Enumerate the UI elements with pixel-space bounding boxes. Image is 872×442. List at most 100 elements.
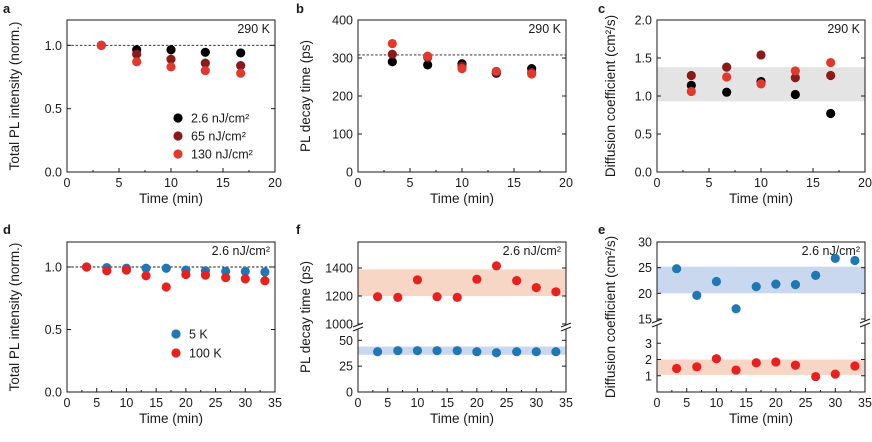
panel-e-point-series1 xyxy=(711,354,722,364)
panel-d-xlabel: Time (min) xyxy=(139,411,203,426)
panel-a-point-series1 xyxy=(200,58,210,68)
panel-c-xtick-label: 0 xyxy=(654,176,661,190)
panel-f-point-series0 xyxy=(551,347,561,357)
panel-d-point-series1 xyxy=(121,265,132,275)
panel-d-point-series1 xyxy=(161,282,171,292)
panel-a-ytick-label: 0.5 xyxy=(45,102,62,116)
panel-b-ytick-label: 300 xyxy=(332,52,353,66)
panel-e-xlabel: Time (min) xyxy=(729,411,793,426)
panel-b-point-series2 xyxy=(527,69,537,79)
panel-a-point-series1 xyxy=(236,61,246,71)
panel-e-axis-break-gap-right xyxy=(859,321,871,325)
panel-b-ytick-label: 100 xyxy=(332,128,353,142)
panel-f-xtick-label: 5 xyxy=(384,396,391,410)
panel-b-xtick-label: 5 xyxy=(407,176,414,190)
panel-d-xtick-label: 35 xyxy=(268,396,282,410)
panel-a-point-series1 xyxy=(132,49,142,59)
panel-e-band-0 xyxy=(657,266,865,294)
panel-f-xtick-label: 0 xyxy=(355,396,362,410)
panel-b-point-series1 xyxy=(387,49,397,59)
panel-d-xtick-label: 0 xyxy=(64,396,71,410)
panel-d-ytick-label: 1.0 xyxy=(45,261,62,275)
panel-b-point-series2 xyxy=(491,66,501,76)
panel-e-ytick-label-upper: 25 xyxy=(638,261,652,275)
panel-f-point-series1 xyxy=(472,274,482,284)
panel-e-point-series1 xyxy=(830,369,840,379)
panel-f-point-series1 xyxy=(491,261,502,271)
panel-f-xtick-label: 20 xyxy=(470,396,484,410)
panel-d-point-series0 xyxy=(260,267,270,277)
panel-e-ytick-label-lower: 3 xyxy=(645,337,652,351)
panel-f-point-series1 xyxy=(551,287,561,297)
panel-e-axis-break-mark-0-1 xyxy=(651,322,663,328)
panel-f-point-series0 xyxy=(472,347,482,357)
panel-b-point-series0 xyxy=(423,60,433,70)
panel-d-point-series1 xyxy=(82,262,92,272)
panel-e-ytick-label-lower: 1 xyxy=(645,369,652,383)
panel-b-letter: b xyxy=(296,1,304,16)
panel-f-point-series0 xyxy=(412,346,423,356)
panel-b-xtick-label: 10 xyxy=(455,176,469,190)
panel-b-ylabel: PL decay time (ps) xyxy=(298,40,313,152)
panel-f-axis-break-mark-0-1 xyxy=(352,326,364,332)
panel-b-xlabel: Time (min) xyxy=(430,191,494,206)
panel-c-point-series0 xyxy=(722,87,732,97)
panel-e-axis-break-gap-left xyxy=(651,321,663,325)
panel-d-point-series1 xyxy=(221,273,231,283)
panel-f-ytick-label-upper: 1200 xyxy=(325,290,353,304)
panel-d-point-series1 xyxy=(102,266,112,276)
panel-f-letter: f xyxy=(296,222,301,237)
panel-b-annotation: 290 K xyxy=(528,22,561,36)
panel-d-xtick-label: 15 xyxy=(149,396,163,410)
panel-b-ytick-label: 200 xyxy=(332,90,353,104)
panel-b-xtick-label: 20 xyxy=(559,176,573,190)
panel-f-point-series1 xyxy=(452,292,462,302)
panel-f-axis-break-gap-left xyxy=(352,325,364,329)
panel-b-point-series0 xyxy=(387,57,397,67)
panel-f-point-series1 xyxy=(393,292,403,302)
panel-e-axis-break-mark-0-0 xyxy=(651,318,663,324)
panel-e-ylabel: Diffusion coefficient (cm²/s) xyxy=(603,236,618,398)
panel-f-point-series0 xyxy=(432,346,442,356)
panel-a-xtick-label: 15 xyxy=(216,176,230,190)
panel-f-point-series1 xyxy=(373,292,383,302)
panel-e-xtick-label: 25 xyxy=(799,396,813,410)
legend-a-label: 65 nJ/cm² xyxy=(191,130,246,144)
panel-b-point-series2 xyxy=(387,38,397,49)
panel-a-ytick-label: 0.0 xyxy=(45,166,62,180)
panel-f-xtick-label: 30 xyxy=(529,396,543,410)
panel-c-xtick-label: 15 xyxy=(806,176,820,190)
panel-a-letter: a xyxy=(3,1,11,16)
legend-a-marker xyxy=(173,131,183,141)
panel-a-point-series2 xyxy=(200,66,210,76)
panel-e-point-series0 xyxy=(850,255,860,266)
panel-d-xtick-label: 10 xyxy=(119,396,133,410)
panel-f-xlabel: Time (min) xyxy=(430,411,494,426)
panel-e-point-series1 xyxy=(672,363,682,374)
panel-d-point-series0 xyxy=(161,263,171,273)
panel-c-point-series1 xyxy=(722,62,732,72)
panel-f-point-series0 xyxy=(491,348,502,358)
legend-a-marker xyxy=(173,149,183,159)
panel-b-xtick-label: 0 xyxy=(355,176,362,190)
panel-c-point-series2 xyxy=(826,57,836,68)
panel-e-xtick-label: 0 xyxy=(654,396,661,410)
panel-a-annotation: 290 K xyxy=(237,22,270,36)
panel-c-point-series1 xyxy=(686,70,696,81)
panel-f-point-series1 xyxy=(412,275,423,285)
legend-a-label: 2.6 nJ/cm² xyxy=(191,112,249,126)
panel-f-ytick-label-lower: 25 xyxy=(339,360,353,374)
panel-e-xtick-label: 20 xyxy=(769,396,783,410)
panel-c-point-series1 xyxy=(826,70,836,81)
panel-e-axis-break-mark-1-0 xyxy=(859,318,871,324)
panel-f-xtick-label: 35 xyxy=(559,396,573,410)
panel-f-xtick-label: 25 xyxy=(500,396,514,410)
panel-e-point-series0 xyxy=(771,279,781,289)
panel-c-point-series2 xyxy=(756,79,766,89)
panel-e-point-series1 xyxy=(692,362,702,372)
panel-e-xtick-label: 10 xyxy=(709,396,723,410)
panel-d-point-series0 xyxy=(240,266,250,276)
panel-e-ytick-label-upper: 20 xyxy=(638,287,652,301)
panel-c-point-series2 xyxy=(722,72,732,82)
